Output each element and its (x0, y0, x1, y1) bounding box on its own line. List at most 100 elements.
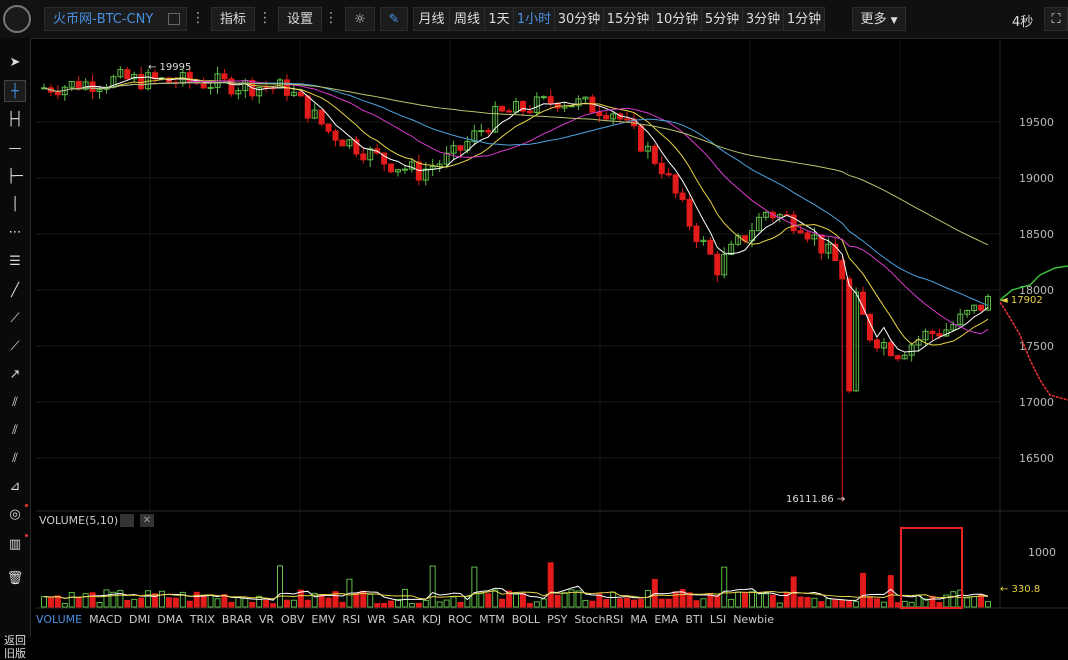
period-tab[interactable]: 10分钟 (652, 7, 702, 31)
more-vert-icon[interactable]: ⋮ (191, 10, 205, 26)
trash-icon[interactable]: 🗑 (6, 571, 24, 586)
period-tab[interactable]: 30分钟 (554, 7, 604, 31)
period-tab[interactable]: 3分钟 (742, 7, 784, 31)
horizontal-segment-icon[interactable]: ├┤ (7, 112, 23, 127)
ma-line (43, 80, 989, 335)
price-line-icon[interactable]: ⋯ (8, 225, 22, 240)
indicator-tab[interactable]: BTI (685, 613, 703, 626)
volume-bar (971, 596, 978, 608)
indicator-tab[interactable]: WR (367, 613, 386, 626)
symbol-selector[interactable]: 火币网-BTC-CNY (44, 7, 187, 31)
gear-icon[interactable] (120, 514, 134, 527)
indicator-tab[interactable]: EMV (311, 613, 336, 626)
period-tab[interactable]: 5分钟 (701, 7, 743, 31)
indicator-tab[interactable]: StochRSI (574, 613, 624, 626)
indicator-tab[interactable]: DMA (157, 613, 183, 626)
indicator-tab[interactable]: Newbie (733, 613, 774, 626)
ray-line-icon[interactable]: ⟋ (10, 311, 20, 326)
indicator-tab[interactable]: LSI (709, 613, 727, 626)
candle-body (124, 69, 131, 80)
measure-icon[interactable]: ▥ (8, 537, 22, 552)
volume-bar (568, 589, 575, 608)
volume-bar (964, 597, 971, 608)
volume-bar (325, 597, 332, 608)
indicator-tab[interactable]: MACD (89, 613, 123, 626)
horizontal-line-icon[interactable]: — (8, 141, 22, 156)
fib-fan-icon[interactable]: ⊿ (9, 479, 21, 494)
vertical-line-icon[interactable]: │ (11, 197, 19, 212)
price-axis-tick: 17500 (1019, 340, 1054, 353)
indicator-tab[interactable]: OBV (281, 613, 305, 626)
indicator-tab[interactable]: EMA (654, 613, 679, 626)
candle-body (811, 234, 818, 240)
candle-body (825, 243, 832, 254)
gann-fan-icon[interactable]: ⫽ (12, 451, 18, 466)
more-vert-icon[interactable]: ⋮ (324, 10, 338, 26)
indicator-tab[interactable]: DMI (129, 613, 151, 626)
extended-line-icon[interactable]: ⟋ (10, 339, 20, 354)
trend-line-icon[interactable]: ╱ (11, 283, 19, 298)
indicator-tab[interactable]: VOLUME (36, 613, 83, 626)
candle-body (360, 153, 367, 161)
arrow-line-icon[interactable]: ↗ (9, 367, 21, 382)
volume-bar (131, 598, 138, 608)
candle-body (526, 110, 533, 113)
volume-bar (228, 601, 235, 608)
fullscreen-button[interactable]: ⛶ (1044, 7, 1068, 31)
chart-canvas[interactable]: 19500 19000 18500 18000 17500 17000 16500 ← 199… (0, 0, 1068, 638)
volume-bar (436, 601, 443, 608)
volume-bar (388, 600, 395, 608)
volume-bar (214, 598, 221, 608)
pitchfork-icon[interactable]: ⫽ (12, 423, 18, 438)
indicator-tab[interactable]: BOLL (511, 613, 541, 626)
candle-body (637, 125, 644, 152)
symbol-label: 火币网-BTC-CNY (53, 12, 154, 27)
crosshair-icon[interactable]: ┼ (4, 80, 26, 102)
draw-tool-button[interactable]: ✎ (380, 7, 408, 31)
volume-bar (117, 589, 124, 608)
volume-bar (450, 596, 457, 608)
period-tab[interactable]: 1天 (484, 7, 514, 31)
candle-body (332, 130, 339, 141)
volume-bar (665, 598, 672, 608)
candle-body (950, 324, 957, 331)
parallel-channel-icon[interactable]: ☰ (9, 254, 21, 269)
indicator-tab[interactable]: KDJ (422, 613, 442, 626)
candle-body (235, 90, 242, 95)
period-tab[interactable]: 月线 (413, 7, 450, 31)
candle-body (519, 101, 526, 112)
theme-toggle[interactable]: ☼ (345, 7, 375, 31)
more-vert-icon[interactable]: ⋮ (258, 10, 272, 26)
more-periods-dropdown[interactable]: 更多 ▼ (852, 7, 906, 31)
indicator-tab[interactable]: MTM (479, 613, 505, 626)
indicators-button[interactable]: 指标 (211, 7, 255, 31)
period-tab[interactable]: 1分钟 (783, 7, 825, 31)
indicator-tab[interactable]: ROC (448, 613, 473, 626)
volume-bar (762, 593, 769, 608)
close-icon[interactable]: ✕ (140, 514, 154, 527)
indicator-tab[interactable]: SAR (392, 613, 416, 626)
price-axis-tick: 19500 (1019, 116, 1054, 129)
candle-body (353, 139, 360, 155)
indicator-tab[interactable]: PSY (547, 613, 568, 626)
indicator-tab[interactable]: TRIX (189, 613, 215, 626)
settings-button[interactable]: 设置 (278, 7, 322, 31)
period-tab[interactable]: 1小时 (513, 7, 555, 31)
indicator-tab[interactable]: RSI (342, 613, 361, 626)
candle-body (138, 73, 145, 90)
parallel-lines-icon[interactable]: ⫽ (12, 395, 18, 410)
indicator-tab[interactable]: MA (630, 613, 648, 626)
volume-bar (804, 596, 811, 608)
cursor-arrow-icon[interactable]: ➤ (9, 55, 21, 70)
candle-body (929, 330, 936, 335)
period-tab[interactable]: 周线 (449, 7, 485, 31)
indicator-tab[interactable]: BRAR (221, 613, 252, 626)
candle-body (915, 339, 922, 346)
volume-bar (401, 588, 408, 608)
horizontal-ray-icon[interactable]: ├─ (7, 169, 23, 184)
period-tab[interactable]: 15分钟 (603, 7, 653, 31)
fib-spiral-icon[interactable]: ◎ (9, 507, 21, 522)
popout-icon[interactable] (168, 13, 180, 25)
candle-body (797, 230, 804, 234)
indicator-tab[interactable]: VR (258, 613, 275, 626)
